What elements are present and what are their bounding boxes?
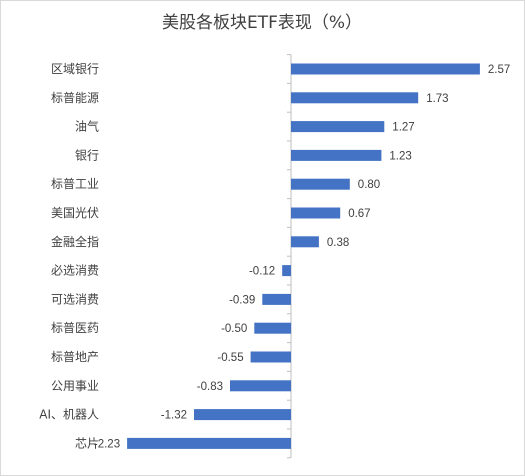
value-label: 2.57 — [488, 64, 510, 76]
category-label: 标普医药 — [51, 321, 99, 335]
bar-1 — [291, 63, 480, 75]
value-label: -0.39 — [229, 294, 255, 306]
bar-9 — [262, 293, 291, 305]
value-label: -0.50 — [221, 323, 247, 335]
bar-13 — [194, 409, 291, 421]
bar-11 — [250, 351, 291, 363]
chart-title: 美股各板块ETF表现（%） — [162, 13, 362, 33]
category-label: 银行 — [75, 148, 99, 162]
bar-3 — [291, 121, 385, 133]
bars-layer — [127, 63, 480, 449]
axis-layer — [287, 54, 292, 459]
bar-5 — [291, 178, 350, 190]
value-label: 0.38 — [327, 237, 349, 249]
bar-7 — [291, 236, 319, 248]
category-label: 芯片 — [75, 436, 99, 450]
bar-14 — [127, 437, 291, 449]
category-label: 区域银行 — [51, 62, 99, 76]
category-label: 标普能源 — [51, 91, 99, 105]
category-label: 必选消费 — [51, 264, 99, 278]
value-label: -0.55 — [217, 352, 243, 364]
bar-2 — [291, 92, 419, 104]
value-label: -2.23 — [94, 438, 120, 450]
category-label: 油气 — [75, 119, 99, 134]
value-label: 0.80 — [358, 179, 380, 191]
bar-10 — [254, 322, 292, 334]
value-label: 1.23 — [389, 150, 411, 162]
category-label: 标普工业 — [51, 177, 99, 191]
category-label: AI、机器人 — [39, 408, 99, 422]
value-label: -0.12 — [249, 266, 275, 278]
bar-8 — [282, 265, 291, 277]
bar-12 — [230, 380, 291, 392]
category-label: 可选消费 — [51, 292, 99, 306]
bar-4 — [291, 149, 382, 161]
value-label: -1.32 — [161, 410, 187, 422]
category-label: 金融全指 — [51, 234, 99, 249]
value-label: 1.73 — [426, 93, 448, 105]
value-label: 0.67 — [348, 208, 370, 220]
category-label: 公用事业 — [51, 379, 99, 393]
category-label: 美国光伏 — [51, 206, 99, 220]
bar-6 — [291, 207, 341, 219]
category-label: 标普地产 — [51, 350, 99, 364]
labels-layer: 区域银行 2.57 标普能源 1.73 油气 1.27 银行 1.23 标普工业 0.80 美国光伏… — [39, 62, 510, 450]
value-label: -0.83 — [197, 381, 223, 393]
value-label: 1.27 — [392, 122, 414, 134]
